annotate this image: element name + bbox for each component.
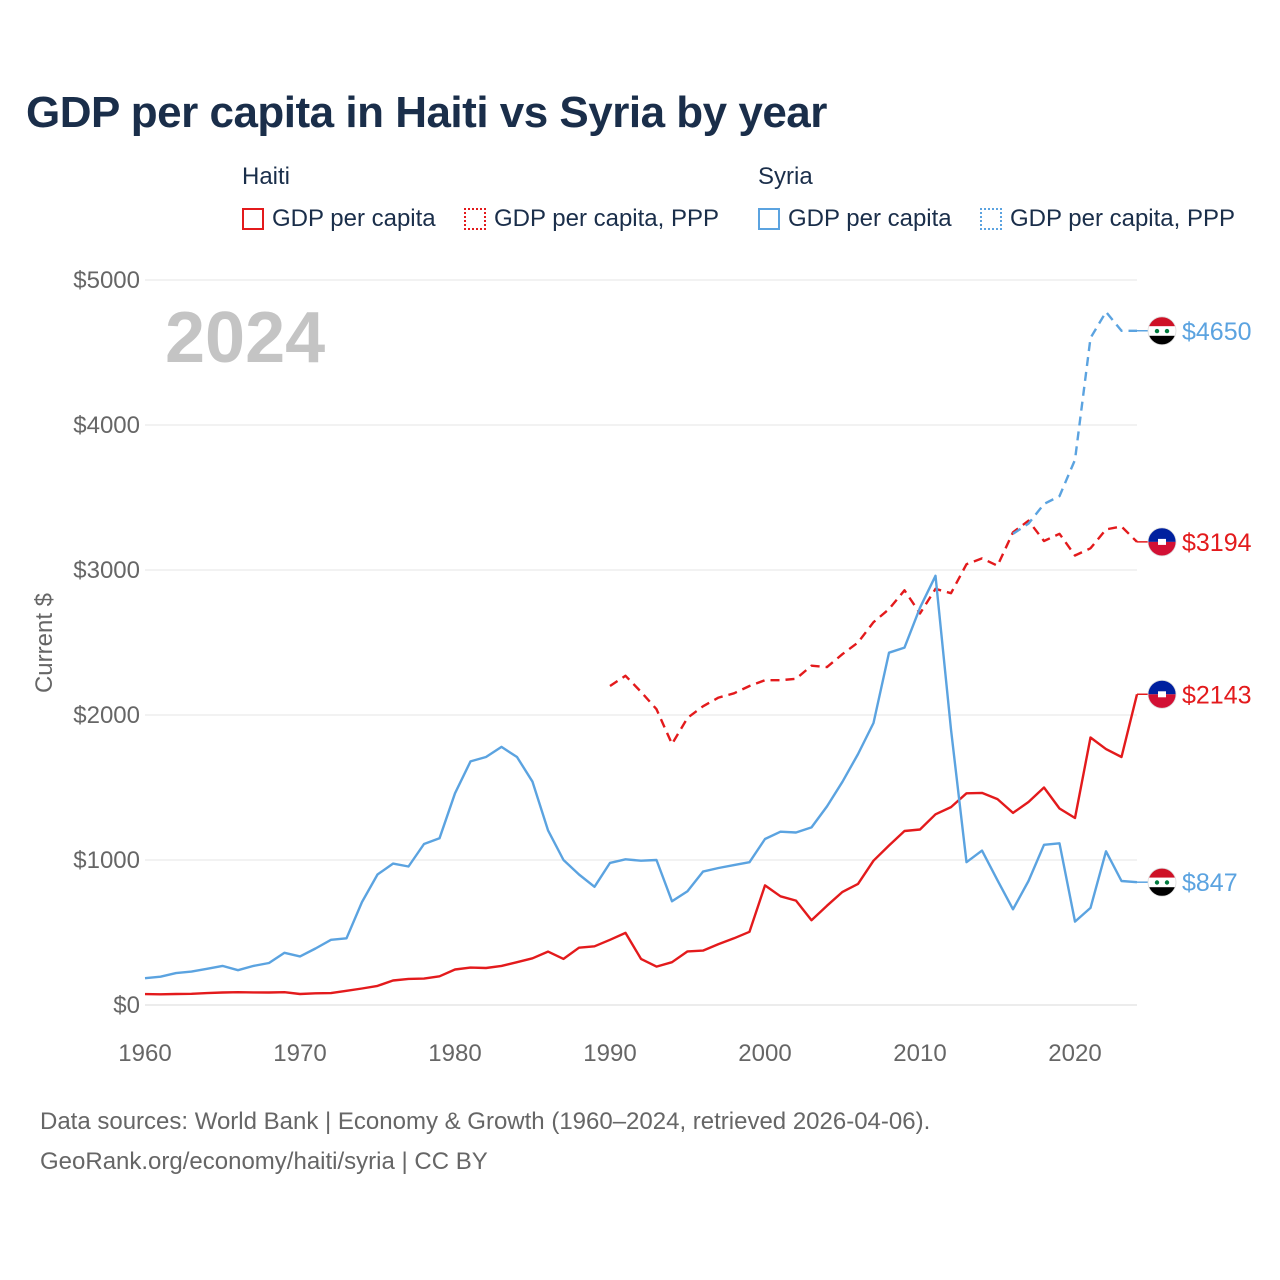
chart-title: GDP per capita in Haiti vs Syria by year (26, 88, 827, 137)
y-tick-label: $4000 (73, 412, 140, 439)
legend-syria-gdp-label: GDP per capita (788, 205, 952, 232)
series-line-syria-gdp-per-capita-ppp[interactable] (1012, 310, 1137, 535)
x-tick-label: 1990 (583, 1040, 636, 1067)
legend-syria-gdp-ppp[interactable]: GDP per capita, PPP (980, 205, 1235, 233)
x-tick-label: 1970 (273, 1040, 326, 1067)
y-tick-label: $5000 (73, 267, 140, 294)
legend-group-haiti: Haiti (242, 163, 291, 190)
haiti-flag-icon (1147, 527, 1177, 557)
y-tick-label: $1000 (73, 847, 140, 874)
end-value-label: $2143 (1182, 681, 1252, 709)
series-line-haiti-gdp-per-capita[interactable] (144, 694, 1139, 996)
legend-haiti-gdp[interactable]: GDP per capita (242, 205, 436, 233)
year-watermark: 2024 (165, 298, 325, 378)
y-tick-label: $2000 (73, 702, 140, 729)
legend-swatch-dotted-icon (980, 208, 1002, 230)
legend-haiti-gdp-ppp[interactable]: GDP per capita, PPP (464, 205, 719, 233)
end-value-label: $4650 (1182, 318, 1252, 346)
x-tick-label: 1980 (428, 1040, 481, 1067)
series-line-haiti-gdp-per-capita-ppp[interactable] (609, 519, 1138, 746)
x-tick-label: 1960 (118, 1040, 171, 1067)
y-axis-title: Current $ (31, 593, 58, 693)
legend-haiti-gdp-ppp-label: GDP per capita, PPP (494, 205, 719, 232)
syria-flag-icon (1147, 867, 1177, 897)
legend-syria-gdp[interactable]: GDP per capita (758, 205, 952, 233)
end-value-label: $847 (1182, 869, 1238, 897)
end-value-label: $3194 (1182, 529, 1252, 557)
legend-haiti-gdp-label: GDP per capita (272, 205, 436, 232)
series-line-syria-gdp-per-capita[interactable] (144, 574, 1138, 980)
footer-attribution[interactable]: GeoRank.org/economy/haiti/syria | CC BY (40, 1148, 488, 1175)
y-tick-label: $0 (113, 992, 140, 1019)
legend-swatch-dotted-icon (464, 208, 486, 230)
legend-swatch-solid-icon (242, 208, 264, 230)
legend-syria-gdp-ppp-label: GDP per capita, PPP (1010, 205, 1235, 232)
x-tick-label: 2010 (893, 1040, 946, 1067)
y-tick-label: $3000 (73, 557, 140, 584)
footer-sources: Data sources: World Bank | Economy & Gro… (40, 1108, 931, 1135)
legend-swatch-solid-icon (758, 208, 780, 230)
haiti-flag-icon (1147, 679, 1177, 709)
x-tick-label: 2000 (738, 1040, 791, 1067)
x-tick-label: 2020 (1048, 1040, 1101, 1067)
syria-flag-icon (1147, 316, 1177, 346)
legend-group-syria: Syria (758, 163, 813, 190)
